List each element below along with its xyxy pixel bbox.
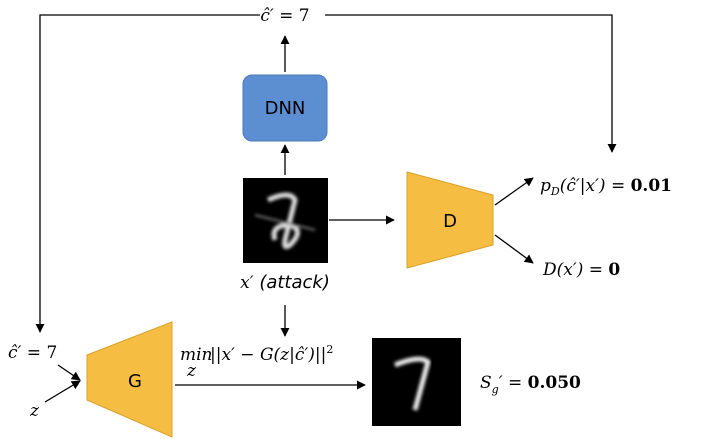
arrow	[495, 178, 533, 205]
arrow	[58, 365, 80, 380]
text: ||x′ − G(z|ĉ′)||	[210, 345, 326, 365]
text: D	[550, 185, 560, 198]
top-label: ĉ′ = 7	[260, 6, 309, 26]
input-label: x′ (attack)	[240, 272, 330, 293]
text: = 7	[274, 6, 310, 26]
text: ĉ′	[260, 6, 274, 26]
text: (attack)	[254, 272, 330, 293]
text: S	[480, 373, 492, 393]
diagram: DNN D G ĉ′ = 7 x′ (attack) pD(ĉ′|x′) = 0…	[0, 0, 706, 439]
text: 0	[608, 260, 620, 280]
arrow	[40, 15, 260, 332]
text: 2	[326, 343, 333, 356]
score: Sg′ = 0.050	[480, 373, 581, 396]
text: = 7	[21, 343, 57, 363]
text: ′ =	[499, 373, 528, 393]
text: D(x′) =	[542, 260, 608, 280]
text: (ĉ′|x′) =	[560, 176, 631, 196]
arrow	[325, 15, 612, 152]
prob-output: pD(ĉ′|x′) = 0.01	[540, 176, 672, 198]
objective-op: min	[180, 345, 213, 365]
left-label: ĉ′ = 7	[8, 343, 57, 363]
dnn-label: DNN	[265, 98, 306, 119]
text: p	[540, 176, 551, 196]
text: g	[492, 383, 499, 396]
discriminator-label: D	[443, 211, 457, 232]
text: 0.01	[631, 176, 672, 196]
arrow	[495, 235, 533, 263]
noise-label: z	[29, 401, 40, 421]
text: 0.050	[528, 373, 581, 393]
d-output: D(x′) = 0	[542, 260, 620, 280]
generator-label: G	[128, 371, 142, 392]
generated-image	[372, 338, 461, 426]
input-image	[243, 178, 328, 263]
text: ĉ′	[8, 343, 22, 363]
objective: ||x′ − G(z|ĉ′)||2	[210, 343, 333, 365]
objective-sub: z	[186, 361, 197, 381]
text: x′	[240, 273, 254, 293]
arrow	[45, 381, 80, 402]
